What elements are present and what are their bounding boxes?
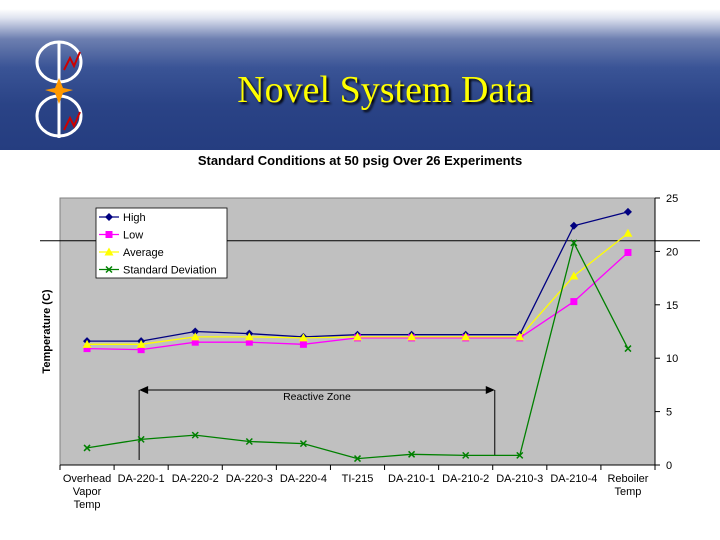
company-logo [35,40,83,138]
data-point [190,332,200,341]
legend-label: Average [123,247,164,259]
x-tick-label: DA-220-3 [226,473,273,485]
slide-header [0,0,720,150]
data-point [461,332,471,341]
data-point [191,338,199,346]
reactive-zone-label: Reactive Zone [283,391,351,403]
x-tick-label: DA-220-1 [118,473,165,485]
slide-title: Novel System Data [237,69,533,111]
x-tick-label: Reboiler Temp [607,473,648,498]
x-tick-label: DA-210-3 [496,473,543,485]
y-tick-label: 0 [666,460,672,472]
data-point [245,338,253,346]
data-point [82,339,92,348]
x-tick-label: DA-210-2 [442,473,489,485]
legend-item: Standard Deviation [99,265,217,277]
y-tick-label: 25 [666,193,678,205]
x-tick-label: Overhead Vapor Temp [63,473,111,511]
legend: High Low Average Standard Deviation [95,207,228,279]
data-point [569,221,578,230]
data-point [462,451,470,459]
data-point [516,451,524,459]
legend-box [95,207,228,279]
y-tick-label: 5 [666,407,672,419]
data-point [105,265,113,274]
data-point [104,247,114,256]
data-point [624,345,632,353]
data-point [136,339,146,348]
data-point [299,340,307,348]
legend-item: Low [99,230,143,242]
data-point [623,207,632,216]
data-point [137,435,145,443]
series-standard-deviation [83,239,632,463]
data-point [299,440,307,448]
data-point [515,332,525,341]
legend-label: High [123,212,146,224]
legend-label: Low [123,230,143,242]
x-tick-label: TI-215 [342,473,374,485]
data-point [623,228,633,237]
data-point [407,332,417,341]
data-point [570,298,578,306]
data-point [298,333,308,342]
x-tick-label: DA-220-4 [280,473,327,485]
data-point [624,248,632,256]
data-point [105,231,113,238]
data-point [570,239,578,247]
x-tick-label: DA-210-1 [388,473,435,485]
legend-label: Standard Deviation [123,265,217,277]
y-tick-label: 10 [666,353,678,365]
y-tick-label: 20 [666,246,678,258]
data-point [353,455,362,463]
data-point [191,431,199,439]
data-point [105,213,113,221]
data-point [191,327,200,336]
y-axis-label: Temperature (C) [41,289,53,373]
data-point [569,271,579,280]
data-point [83,444,91,452]
arrowhead-right [485,386,495,394]
data-point [83,345,91,353]
data-point [137,346,145,354]
data-point [353,332,362,341]
series-average [82,228,633,348]
legend-item: High [99,212,146,224]
x-tick-label: DA-210-4 [550,473,597,485]
arrowhead-left [139,386,149,394]
chart-title: Standard Conditions at 50 psig Over 26 E… [197,153,523,168]
y-tick-label: 15 [666,300,678,312]
x-tick-label: DA-220-2 [172,473,219,485]
legend-item: Average [99,247,164,259]
data-point [408,450,416,458]
data-point [244,332,254,341]
data-point [245,437,253,446]
